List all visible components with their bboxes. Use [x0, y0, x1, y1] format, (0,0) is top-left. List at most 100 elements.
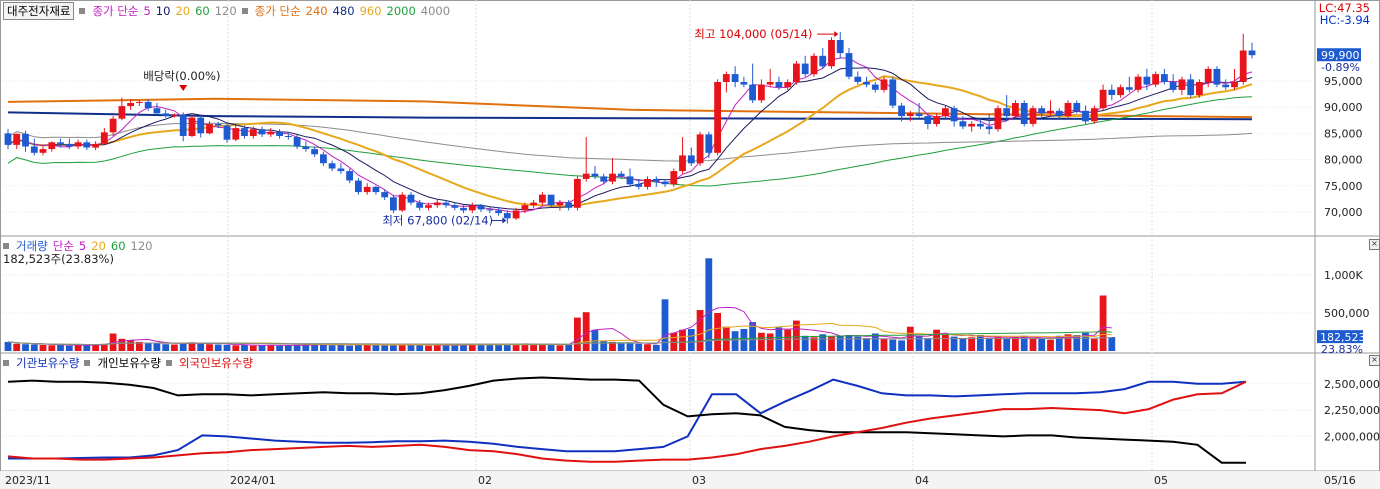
volume-bar — [407, 344, 415, 351]
ma-label-1: 종가 단순 — [92, 4, 139, 18]
volume-legend: 거래량 단순 5 20 60 120 — [3, 238, 152, 254]
volume-bar — [74, 344, 82, 351]
volume-bar — [4, 341, 12, 351]
volume-bar — [565, 344, 573, 351]
volume-bar — [758, 332, 765, 351]
candle-body — [1117, 87, 1124, 96]
ma-period-10: 10 — [155, 4, 171, 18]
candle-body — [162, 113, 170, 116]
volume-bar — [258, 345, 266, 351]
price-tick-label: 85,000 — [1324, 127, 1363, 140]
last-price-value: 99,900 — [1321, 49, 1360, 62]
volume-bar — [337, 344, 345, 351]
volume-bar — [942, 335, 949, 351]
volume-bar — [442, 345, 450, 351]
volume-bar — [828, 336, 835, 351]
last-price-change: -0.89% — [1321, 61, 1360, 74]
candle-body — [644, 179, 651, 187]
volume-current: 182,523주(23.83%) — [3, 251, 114, 267]
volume-bar — [92, 344, 99, 351]
price-tick-label: 90,000 — [1324, 101, 1363, 114]
candle-body — [1222, 84, 1230, 88]
volume-bar — [617, 342, 625, 351]
candle-body — [889, 79, 897, 106]
candle-body — [372, 186, 380, 193]
volume-bar — [1029, 338, 1037, 351]
ma-period-240: 240 — [305, 4, 328, 18]
candle-body — [574, 179, 581, 208]
volume-bar — [863, 338, 870, 351]
volume-current-value: 182,523주(23.83%) — [3, 252, 114, 266]
holding-panel-close-icon[interactable]: × — [1369, 355, 1380, 366]
candle-body — [144, 101, 152, 109]
volume-bar — [1047, 339, 1054, 351]
volume-bar — [223, 344, 231, 351]
volume-bar — [591, 329, 599, 351]
candle-body — [959, 121, 967, 127]
volume-bar — [57, 344, 64, 351]
volume-bar — [1020, 335, 1028, 351]
volume-bar — [836, 335, 844, 351]
candle-body — [793, 63, 800, 82]
volume-bar — [898, 340, 905, 351]
candle-body — [1178, 79, 1186, 90]
volume-bar — [355, 343, 362, 351]
axis-labels: 95,00090,00085,00080,00075,00070,0002023… — [5, 75, 1380, 487]
holding-tick-label: 2,000,000 — [1324, 430, 1380, 443]
candle-body — [74, 142, 82, 147]
candle-body — [1090, 108, 1098, 122]
candle-body — [626, 176, 634, 185]
ma-period-480: 480 — [332, 4, 355, 18]
price-candles — [4, 32, 1256, 224]
volume-bar — [574, 317, 581, 351]
volume-bar — [39, 344, 47, 351]
candle-body — [863, 82, 870, 85]
candle-body — [1231, 82, 1238, 88]
lc-readout: LC:47.35 — [1318, 1, 1370, 15]
candle-body — [1064, 103, 1072, 117]
volume-bar — [994, 336, 1002, 351]
volume-bar — [547, 344, 555, 351]
x-tick-label: 03 — [692, 474, 706, 487]
candle-body — [1143, 76, 1151, 85]
volume-bar — [136, 341, 143, 351]
holding-indiv-line — [7, 376, 1246, 464]
candle-body — [486, 209, 494, 211]
ma-period-960: 960 — [359, 4, 382, 18]
candle-body — [1099, 89, 1107, 109]
candle-body — [530, 202, 537, 206]
volume-bar — [539, 344, 546, 351]
candle-body — [302, 146, 310, 150]
ma-period-120: 120 — [214, 4, 237, 18]
volume-bar — [460, 344, 467, 351]
candle-body — [171, 115, 178, 116]
candle-body — [977, 123, 984, 127]
volume-bar — [100, 343, 108, 351]
candle-body — [1134, 76, 1142, 90]
candle-body — [1082, 110, 1089, 122]
candle-body — [337, 168, 345, 172]
candle-body — [547, 194, 555, 206]
candle-body — [363, 186, 371, 193]
dividend-marker-icon — [179, 85, 188, 91]
volume-bar — [153, 343, 161, 351]
volume-bar — [731, 331, 739, 351]
price-tick-label: 70,000 — [1324, 206, 1363, 219]
legend-square-icon — [79, 8, 86, 14]
volume-bar — [1038, 338, 1046, 351]
candle-body — [985, 126, 993, 130]
candle-body — [670, 171, 678, 185]
volume-panel-close-icon[interactable]: × — [1369, 239, 1380, 250]
candle-body — [924, 116, 932, 124]
candle-body — [311, 149, 318, 155]
volume-bar — [661, 299, 669, 351]
stock-name[interactable]: 대주전자재료 — [3, 2, 75, 20]
volume-bar — [1090, 338, 1098, 351]
volume-bar — [854, 336, 862, 351]
x-axis-band — [0, 471, 1380, 489]
volume-bar — [363, 344, 371, 351]
holding-tick-label: 2,500,000 — [1324, 378, 1380, 391]
volume-bar — [302, 344, 310, 351]
volume-bar — [609, 341, 616, 351]
candle-body — [1108, 89, 1116, 95]
